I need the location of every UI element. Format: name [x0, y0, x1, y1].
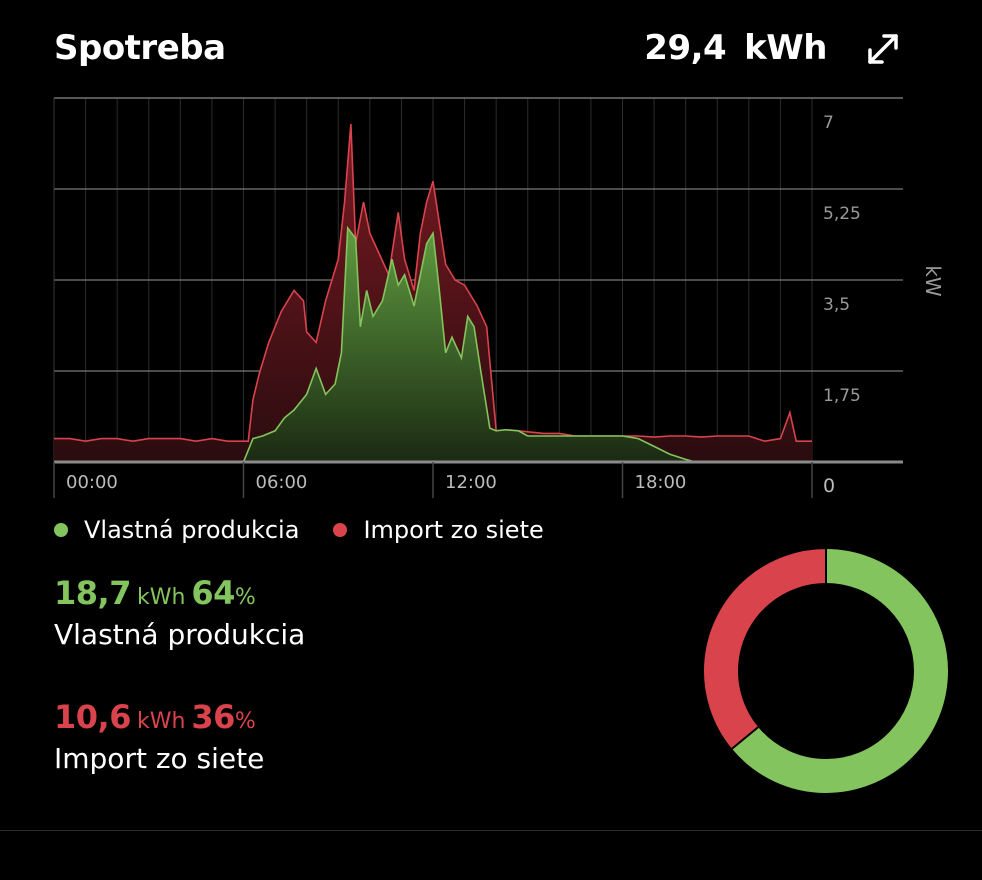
stat-own-production: 18,7 kWh 64% Vlastná produkcia [54, 574, 305, 651]
legend-label-own: Vlastná produkcia [84, 516, 300, 544]
bottom-divider [0, 830, 982, 831]
stat-grid-import: 10,6 kWh 36% Import zo siete [54, 698, 264, 775]
stat-own-percent-sign: % [234, 585, 256, 610]
stat-import-percent-sign: % [234, 709, 256, 734]
legend-dot-import [333, 523, 348, 537]
x-tick-label: 06:00 [256, 472, 308, 493]
stat-own-label: Vlastná produkcia [54, 618, 306, 651]
y-axis-label: kW [921, 265, 945, 297]
series-line-own [242, 225, 696, 463]
expand-arrows-icon[interactable] [860, 28, 906, 72]
y-tick-label: 7 [823, 113, 834, 133]
total-unit: kWh [744, 28, 827, 68]
x-tick-label: 00:00 [66, 472, 118, 493]
y-tick-label: 5,25 [823, 204, 861, 224]
stat-own-value: 18,7 [54, 574, 131, 612]
y-tick-label: 0 [823, 475, 835, 497]
legend-item-import[interactable]: Import zo siete [333, 516, 544, 544]
donut-separator [731, 726, 759, 750]
stat-own-percent: 64 [191, 574, 235, 612]
consumption-chart: 0 1,75 3,5 5,25 7 00:00 06:00 12:00 18:00 kW [53, 97, 945, 498]
stat-import-label: Import zo siete [54, 742, 265, 775]
stat-import-percent: 36 [191, 698, 235, 736]
series-area-own [243, 228, 696, 462]
legend-label-import: Import zo siete [363, 516, 544, 544]
stat-own-unit: kWh [136, 585, 186, 610]
total-value: 29,4 [644, 28, 727, 68]
legend-dot-own [54, 523, 68, 537]
y-tick-label: 1,75 [823, 386, 861, 406]
share-donut-chart [704, 549, 948, 793]
page-title: Spotreba [54, 28, 226, 68]
y-tick-label: 3,5 [823, 295, 850, 315]
x-tick-label: 12:00 [445, 472, 497, 493]
x-tick-label: 18:00 [635, 472, 687, 493]
stat-import-value: 10,6 [54, 698, 131, 736]
series-line-import [54, 123, 812, 443]
chart-legend: Vlastná produkcia Import zo siete [54, 516, 578, 544]
stat-import-unit: kWh [136, 709, 186, 734]
legend-item-own[interactable]: Vlastná produkcia [54, 516, 299, 544]
total-consumption: 29,4 kWh [644, 28, 827, 68]
